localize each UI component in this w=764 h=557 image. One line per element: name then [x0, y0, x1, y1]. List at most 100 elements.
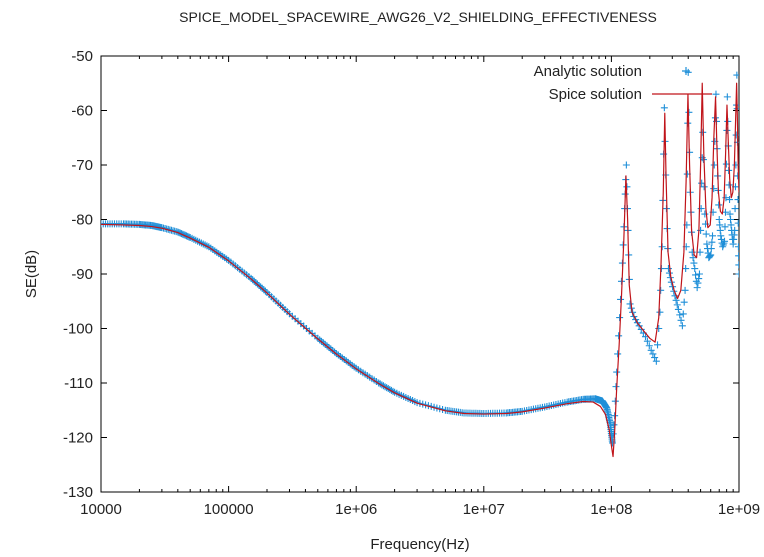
analytic-marker: [652, 357, 660, 365]
legend-label: Analytic solution: [534, 63, 642, 80]
analytic-marker: [734, 243, 739, 251]
analytic-marker: [703, 240, 711, 248]
analytic-marker: [672, 296, 680, 304]
analytic-marker: [706, 252, 714, 260]
analytic-marker: [717, 232, 725, 240]
legend-marker-sample: [682, 67, 690, 75]
analytic-marker: [734, 172, 739, 180]
x-tick-label: 1e+09: [718, 501, 760, 518]
analytic-marker: [707, 245, 715, 253]
x-tick-label: 1e+07: [463, 501, 505, 518]
analytic-marker: [651, 354, 659, 362]
y-tick-label: -120: [63, 430, 93, 447]
analytic-marker: [715, 201, 723, 209]
analytic-marker: [723, 93, 731, 101]
analytic-marker: [701, 210, 709, 218]
analytic-marker: [731, 226, 739, 234]
analytic-marker: [679, 310, 687, 318]
analytic-marker: [677, 316, 685, 324]
analytic-marker: [698, 154, 706, 162]
analytic-marker: [674, 305, 682, 313]
analytic-marker: [609, 430, 617, 438]
analytic-marker: [691, 265, 699, 273]
analytic-marker: [690, 259, 698, 267]
analytic-marker: [682, 265, 690, 273]
analytic-marker: [719, 241, 727, 249]
analytic-marker: [735, 270, 739, 278]
analytic-marker: [608, 439, 616, 447]
chart-title: SPICE_MODEL_SPACEWIRE_AWG26_V2_SHIELDING…: [179, 9, 657, 25]
x-tick-label: 1e+08: [590, 501, 632, 518]
analytic-marker: [709, 232, 717, 240]
analytic-marker: [657, 286, 665, 294]
analytic-marker: [649, 350, 657, 358]
analytic-marker: [695, 275, 703, 283]
y-tick-label: -70: [71, 157, 93, 174]
analytic-marker: [664, 265, 672, 273]
analytic-marker: [613, 368, 621, 376]
y-tick-label: -60: [71, 103, 93, 120]
analytic-marker: [731, 205, 739, 213]
analytic-marker: [643, 337, 651, 345]
analytic-marker: [733, 71, 739, 79]
analytic-marker: [612, 383, 620, 391]
analytic-marker: [696, 248, 704, 256]
analytic-marker: [654, 341, 662, 349]
analytic-marker: [694, 279, 702, 287]
analytic-marker: [697, 226, 705, 234]
analytic-marker: [707, 251, 715, 259]
y-tick-label: -90: [71, 266, 93, 283]
analytic-marker: [698, 179, 706, 187]
x-tick-label: 100000: [204, 501, 254, 518]
y-tick-label: -100: [63, 321, 93, 338]
analytic-marker: [732, 131, 739, 139]
x-axis-label: Frequency(Hz): [370, 536, 469, 553]
analytic-marker: [647, 346, 655, 354]
analytic-marker: [681, 286, 689, 294]
analytic-marker: [734, 219, 739, 227]
analytic-marker: [726, 196, 734, 204]
analytic-marker: [710, 185, 718, 193]
analytic-marker: [678, 322, 686, 330]
analytic-marker: [645, 342, 653, 350]
analytic-marker: [702, 230, 710, 238]
analytic-marker: [692, 271, 700, 279]
analytic-marker: [721, 208, 729, 216]
analytic-marker: [700, 183, 708, 191]
analytic-marker: [689, 254, 697, 262]
analytic-marker: [697, 205, 705, 213]
analytic-marker: [676, 311, 684, 319]
x-tick-label: 10000: [80, 501, 122, 518]
analytic-marker: [725, 181, 733, 189]
analytic-marker: [735, 261, 739, 269]
spice-line: [101, 82, 739, 458]
analytic-marker: [626, 300, 634, 308]
analytic-marker: [614, 350, 622, 358]
analytic-marker: [665, 269, 673, 277]
analytic-marker: [610, 421, 618, 429]
analytic-marker: [719, 243, 727, 251]
analytic-marker: [655, 325, 663, 332]
legend-label: Spice solution: [549, 86, 642, 103]
analytic-marker: [680, 298, 688, 306]
analytic-marker: [735, 252, 739, 260]
analytic-marker: [708, 238, 716, 246]
series-analytic-solution: [101, 68, 739, 447]
analytic-marker: [705, 253, 713, 261]
analytic-marker: [616, 314, 624, 322]
analytic-marker: [660, 104, 668, 112]
y-tick-label: -80: [71, 212, 93, 229]
analytic-marker: [688, 248, 696, 256]
analytic-marker: [617, 295, 625, 303]
analytic-marker: [695, 270, 703, 278]
analytic-marker: [721, 223, 729, 231]
analytic-marker: [611, 397, 619, 405]
y-tick-label: -110: [64, 375, 93, 392]
analytic-marker: [734, 196, 739, 204]
analytic-marker: [622, 161, 630, 169]
analytic-marker: [611, 412, 619, 420]
y-axis-label: SE(dB): [23, 250, 40, 298]
analytic-marker: [725, 166, 733, 174]
plot-frame: [100, 55, 740, 493]
